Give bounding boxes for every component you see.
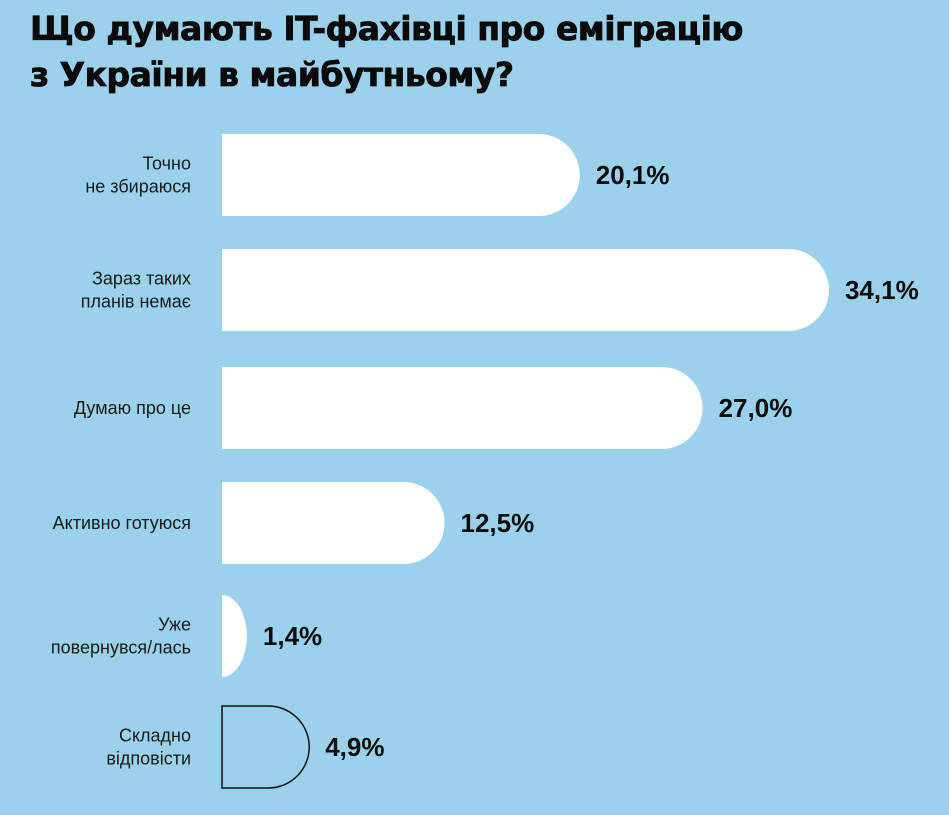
value-label-3: 27,0% (719, 393, 793, 423)
value-label-6: 4,9% (325, 732, 384, 762)
bar-4 (222, 482, 445, 564)
value-label-2: 34,1% (845, 275, 919, 305)
title-line-1: Що думають IT-фахівці про еміграцію (30, 9, 744, 49)
bar-2 (222, 249, 829, 331)
category-label-4: Активно готуюся (53, 513, 191, 533)
category-label-3: Думаю про це (74, 398, 191, 418)
chart-title: Що думають IT-фахівці про еміграцію з Ук… (30, 6, 930, 98)
bar-1 (222, 134, 580, 216)
category-label-6: Складно відповісти (106, 726, 191, 769)
title-line-2: з України в майбутньому? (30, 55, 515, 95)
value-label-1: 20,1% (596, 160, 670, 190)
value-label-5: 1,4% (263, 621, 322, 651)
category-label-5: Уже повернувся/лась (51, 615, 191, 658)
category-label-2: Зараз таких планів немає (81, 269, 191, 312)
value-label-4: 12,5% (461, 508, 535, 538)
category-label-1: Точно не збираюся (85, 154, 191, 197)
bar-5 (222, 595, 247, 677)
bar-6 (221, 705, 310, 789)
bar-3 (222, 367, 703, 449)
